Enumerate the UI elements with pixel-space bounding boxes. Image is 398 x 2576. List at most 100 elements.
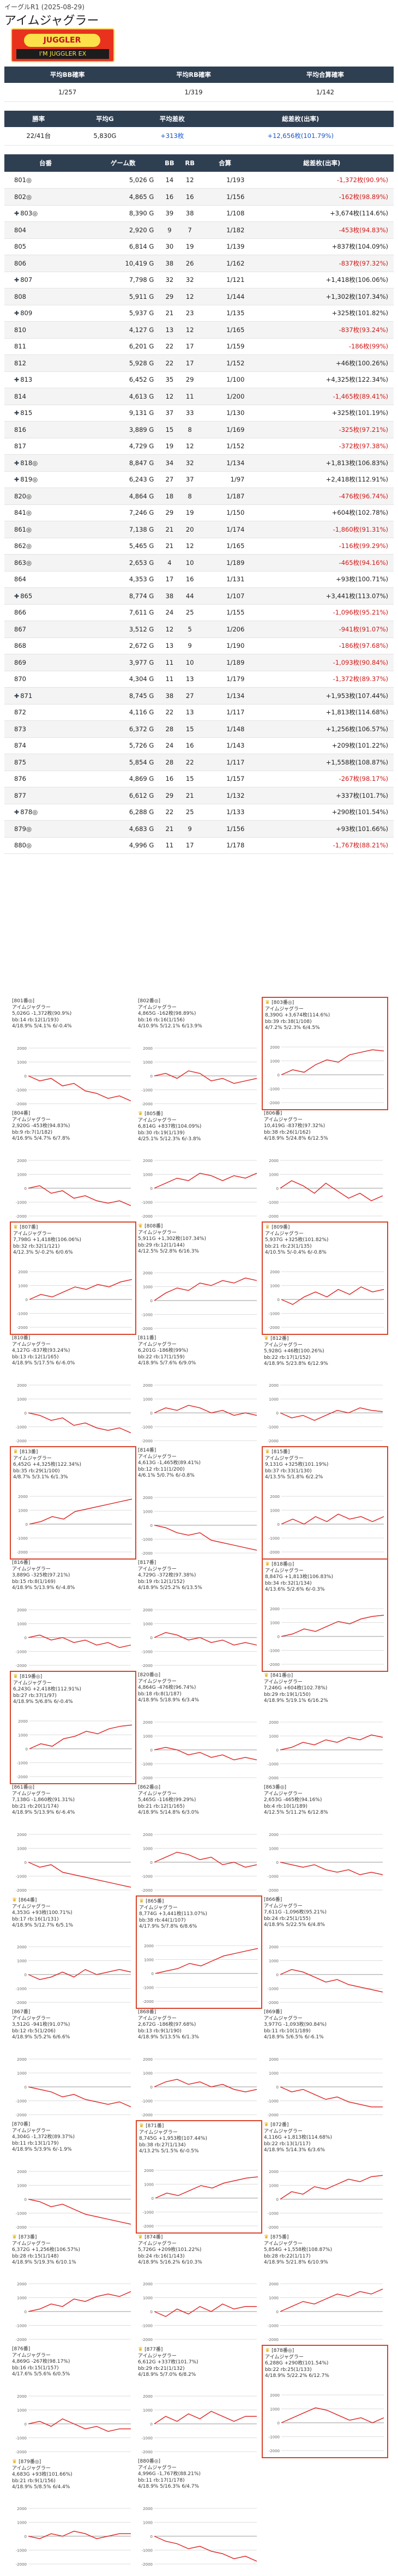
graph-card[interactable]: ♛ [878番◎] アイムジャグラー 6,288G +290枚(101.54%) bb… <box>262 2345 388 2458</box>
graph-card[interactable]: ♛ [864番] アイムジャグラー 4,353G +93枚(100.71%) bb:1… <box>10 1895 136 2009</box>
graph-card[interactable]: ♛ [815番] アイムジャグラー 9,131G +325枚(101.19%) bb:… <box>262 1446 388 1560</box>
table-row[interactable]: 863◎ 2,653 G 4 10 1/189 -465枚(94.16%) <box>4 554 394 571</box>
table-row[interactable]: ✚ 865 8,774 G 38 44 1/107 +3,441枚(113.07%) <box>4 587 394 605</box>
table-row[interactable]: 874 5,726 G 24 16 1/143 +209枚(101.22%) <box>4 737 394 754</box>
machine-number-text[interactable]: 810 <box>14 326 26 334</box>
graph-card[interactable]: [804番] アイムジャグラー 2,920G -453枚(94.83%) bb:9 r… <box>10 1109 136 1223</box>
table-row[interactable]: 873 6,372 G 28 15 1/148 +1,256枚(106.57%) <box>4 720 394 738</box>
table-row[interactable]: 877 6,612 G 29 21 1/132 +337枚(101.7%) <box>4 787 394 804</box>
graph-card[interactable]: [876番] アイムジャグラー 4,869G -267枚(98.17%) bb:16 … <box>10 2345 136 2458</box>
table-row[interactable]: 875 5,854 G 28 22 1/117 +1,558枚(108.87%) <box>4 754 394 771</box>
machine-number-text[interactable]: 868 <box>14 642 26 650</box>
table-row[interactable]: 805 6,814 G 30 19 1/139 +837枚(104.09%) <box>4 238 394 255</box>
machine-number-text[interactable]: 863◎ <box>14 558 32 567</box>
graph-card[interactable]: ♛ [818番◎] アイムジャグラー 8,847G +1,813枚(106.83%)… <box>262 1558 388 1672</box>
col-header[interactable]: RB <box>179 154 200 172</box>
graph-card[interactable]: ♛ [819番◎] アイムジャグラー 6,243G +2,418枚(112.91%)… <box>10 1671 136 1784</box>
col-header[interactable]: BB <box>159 154 180 172</box>
graph-card[interactable]: ♛ [841番◎] アイムジャグラー 7,246G +604枚(102.78%) bb… <box>262 1671 388 1784</box>
graph-card[interactable]: [868番] アイムジャグラー 2,672G -186枚(97.68%) bb:13 … <box>136 2008 262 2121</box>
machine-number-text[interactable]: 874 <box>14 742 26 750</box>
table-row[interactable]: ✚ 809 5,937 G 21 23 1/135 +325枚(101.82%) <box>4 305 394 322</box>
table-row[interactable]: 870 4,304 G 11 13 1/179 -1,372枚(89.37%) <box>4 671 394 688</box>
graph-card[interactable]: ♛ [808番] アイムジャグラー 5,911G +1,302枚(107.34%) b… <box>136 1221 262 1335</box>
machine-number-text[interactable]: 872 <box>14 708 26 717</box>
table-row[interactable]: 806 10,419 G 38 26 1/162 -837枚(97.32%) <box>4 255 394 272</box>
table-row[interactable]: 876 4,869 G 16 15 1/157 -267枚(98.17%) <box>4 771 394 787</box>
machine-number-text[interactable]: 873 <box>14 725 26 733</box>
machine-number-text[interactable]: 820◎ <box>14 492 32 500</box>
graph-card[interactable]: [817番] アイムジャグラー 4,729G -372枚(97.38%) bb:19 … <box>136 1558 262 1672</box>
graph-card[interactable]: [867番] アイムジャグラー 3,512G -941枚(91.07%) bb:12 … <box>10 2008 136 2121</box>
machine-number-text[interactable]: 862◎ <box>14 542 32 550</box>
machine-number-text[interactable]: 816 <box>14 425 26 434</box>
machine-number-text[interactable]: 875 <box>14 758 26 766</box>
machine-number-text[interactable]: 869 <box>14 658 26 666</box>
table-row[interactable]: ✚ 878◎ 6,288 G 22 25 1/133 +290枚(101.54%) <box>4 804 394 821</box>
table-row[interactable]: ✚ 815 9,131 G 37 33 1/130 +325枚(101.19%) <box>4 405 394 422</box>
table-row[interactable]: 811 6,201 G 22 17 1/159 -186枚(99%) <box>4 338 394 355</box>
col-header[interactable]: 合算 <box>200 154 250 172</box>
graph-card[interactable]: ♛ [875番] アイムジャグラー 5,854G +1,558枚(108.87%) b… <box>262 2232 388 2346</box>
machine-number-text[interactable]: 880◎ <box>14 841 32 850</box>
graph-card[interactable]: [816番] アイムジャグラー 3,889G -325枚(97.21%) bb:15 … <box>10 1558 136 1672</box>
machine-number-text[interactable]: 817 <box>14 442 26 450</box>
machine-number-text[interactable]: 879◎ <box>14 824 32 833</box>
machine-number-text[interactable]: 803◎ <box>20 209 38 218</box>
graph-card[interactable]: ♛ [803番◎] アイムジャグラー 8,390G +3,674枚(114.6%) b… <box>262 997 388 1110</box>
machine-number-text[interactable]: 819◎ <box>20 476 38 484</box>
machine-number-text[interactable]: 806 <box>14 259 26 267</box>
graph-card[interactable]: ♛ [877番] アイムジャグラー 6,612G +337枚(101.7%) bb:2… <box>136 2345 262 2458</box>
table-row[interactable]: 864 4,353 G 17 16 1/131 +93枚(100.71%) <box>4 571 394 588</box>
graph-card[interactable]: ♛ [809番] アイムジャグラー 5,937G +325枚(101.82%) bb:… <box>262 1221 388 1335</box>
machine-number-text[interactable]: 809 <box>20 309 33 317</box>
machine-number-text[interactable]: 813 <box>20 376 33 384</box>
table-row[interactable]: 862◎ 5,465 G 21 12 1/165 -116枚(99.29%) <box>4 538 394 555</box>
table-row[interactable]: ✚ 813 6,452 G 35 29 1/100 +4,325枚(122.34%) <box>4 371 394 388</box>
machine-number-text[interactable]: 804 <box>14 226 26 234</box>
graph-card[interactable]: [810番] アイムジャグラー 4,127G -837枚(93.24%) bb:13 … <box>10 1334 136 1447</box>
table-row[interactable]: 810 4,127 G 13 12 1/165 -837枚(93.24%) <box>4 321 394 339</box>
table-row[interactable]: 801◎ 5,026 G 14 12 1/193 -1,372枚(90.9%) <box>4 172 394 189</box>
table-row[interactable]: 820◎ 4,864 G 18 8 1/187 -476枚(96.74%) <box>4 487 394 505</box>
graph-card[interactable]: ♛ [879番◎] アイムジャグラー 4,683G +93枚(101.66%) bb:… <box>10 2457 136 2571</box>
table-row[interactable]: 804 2,920 G 9 7 1/182 -453枚(94.83%) <box>4 221 394 239</box>
graph-card[interactable]: ♛ [874番] アイムジャグラー 5,726G +209枚(101.22%) bb:… <box>136 2232 262 2346</box>
machine-number-text[interactable]: 866 <box>14 609 26 617</box>
graph-card[interactable]: [811番] アイムジャグラー 6,201G -186枚(99%) bb:22 rb:… <box>136 1334 262 1447</box>
col-header[interactable]: 台番 <box>4 154 87 172</box>
table-row[interactable]: 872 4,116 G 22 13 1/117 +1,813枚(114.68%) <box>4 704 394 721</box>
graph-card[interactable]: [869番] アイムジャグラー 3,977G -1,093枚(90.84%) bb:1… <box>262 2008 388 2121</box>
table-row[interactable]: 802◎ 4,865 G 16 16 1/156 -162枚(98.89%) <box>4 188 394 206</box>
machine-number-text[interactable]: 861◎ <box>14 525 32 533</box>
graph-card[interactable]: ♛ [865番] アイムジャグラー 8,774G +3,441枚(113.07%) b… <box>136 1895 262 2009</box>
machine-number-text[interactable]: 805 <box>14 243 26 251</box>
table-row[interactable]: ✚ 871 8,745 G 38 27 1/134 +1,953枚(107.44%) <box>4 687 394 705</box>
machine-number-text[interactable]: 878◎ <box>20 808 38 816</box>
graph-card[interactable]: [863番◎] アイムジャグラー 2,653G -465枚(94.16%) bb:4 … <box>262 1783 388 1897</box>
machine-number-text[interactable]: 807 <box>20 276 33 284</box>
table-row[interactable]: 866 7,611 G 24 25 1/155 -1,096枚(95.21%) <box>4 604 394 621</box>
graph-card[interactable]: [806番] アイムジャグラー 10,419G -837枚(97.32%) bb:38… <box>262 1109 388 1223</box>
graph-card[interactable]: [870番] アイムジャグラー 4,304G -1,372枚(89.37%) bb:1… <box>10 2120 136 2234</box>
table-row[interactable]: 869 3,977 G 11 10 1/189 -1,093枚(90.84%) <box>4 654 394 671</box>
table-row[interactable]: ✚ 807 7,798 G 32 32 1/121 +1,418枚(106.06%) <box>4 272 394 288</box>
graph-card[interactable]: [802番◎] アイムジャグラー 4,865G -162枚(98.89%) bb:16… <box>136 997 262 1110</box>
graph-card[interactable]: ♛ [812番] アイムジャグラー 5,928G +46枚(100.26%) bb:2… <box>262 1334 388 1447</box>
table-row[interactable]: 868 2,672 G 13 9 1/190 -186枚(97.68%) <box>4 637 394 654</box>
table-row[interactable]: 880◎ 4,996 G 11 17 1/178 -1,767枚(88.21%) <box>4 837 394 854</box>
machine-number-text[interactable]: 808 <box>14 292 26 300</box>
table-row[interactable]: 814 4,613 G 12 11 1/200 -1,465枚(89.41%) <box>4 388 394 405</box>
breadcrumb[interactable]: イーグルR1 (2025-08-29) <box>4 3 85 11</box>
table-row[interactable]: ✚ 818◎ 8,847 G 34 32 1/134 +1,813枚(106.83%) <box>4 454 394 472</box>
machine-number-text[interactable]: 818◎ <box>20 459 38 467</box>
table-row[interactable]: 841◎ 7,246 G 29 19 1/150 +604枚(102.78%) <box>4 504 394 521</box>
col-header[interactable]: 総差枚(出率) <box>250 154 394 172</box>
table-row[interactable]: 816 3,889 G 15 8 1/169 -325枚(97.21%) <box>4 421 394 438</box>
machine-number-text[interactable]: 871 <box>20 691 33 700</box>
machine-number-text[interactable]: 877 <box>14 791 26 799</box>
table-row[interactable]: 812 5,928 G 22 17 1/152 +46枚(100.26%) <box>4 354 394 372</box>
graph-card[interactable]: ♛ [807番] アイムジャグラー 7,798G +1,418枚(106.06%) b… <box>10 1221 136 1335</box>
table-row[interactable]: ✚ 803◎ 8,390 G 39 38 1/108 +3,674枚(114.6%) <box>4 205 394 222</box>
machine-number-text[interactable]: 841◎ <box>14 509 32 517</box>
